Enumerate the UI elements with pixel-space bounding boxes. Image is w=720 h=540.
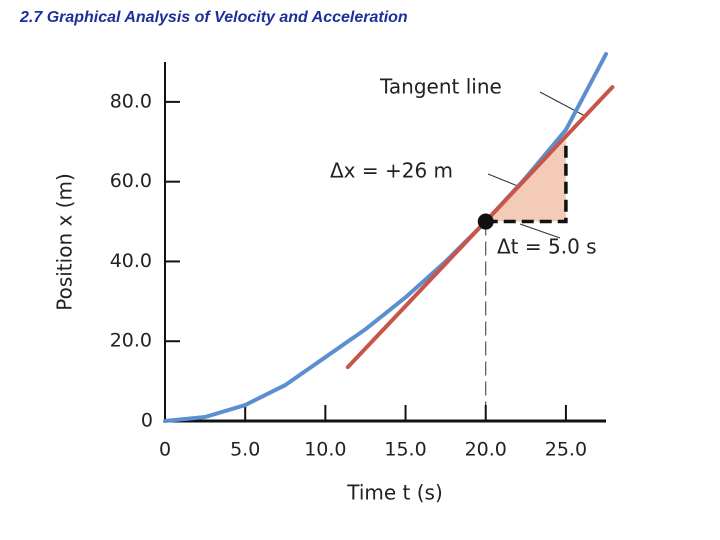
annotation: Δx = +26 m xyxy=(330,159,453,183)
page-title: 2.7 Graphical Analysis of Velocity and A… xyxy=(19,9,408,26)
x-axis-label: Time t (s) xyxy=(346,481,443,505)
tangent-point xyxy=(477,213,494,230)
triangle-edge xyxy=(485,140,568,224)
x-tick-label: 10.0 xyxy=(304,439,346,461)
y-tick-label: 80.0 xyxy=(110,90,152,112)
y-tick-label: 20.0 xyxy=(110,330,152,352)
y-tick-label: 40.0 xyxy=(110,250,152,272)
x-tick-label: 25.0 xyxy=(545,439,587,461)
annotation: Δt = 5.0 s xyxy=(497,235,597,259)
x-tick-label: 5.0 xyxy=(230,439,260,461)
x-tick-label: 0 xyxy=(159,439,171,461)
annotation: Tangent line xyxy=(379,75,502,99)
x-tick-label: 20.0 xyxy=(465,439,507,461)
y-tick-label: 0 xyxy=(141,410,153,432)
x-tick-label: 15.0 xyxy=(384,439,426,461)
leader-line xyxy=(519,223,561,239)
y-axis-label: Position x (m) xyxy=(53,173,77,311)
y-tick-label: 60.0 xyxy=(110,170,152,192)
